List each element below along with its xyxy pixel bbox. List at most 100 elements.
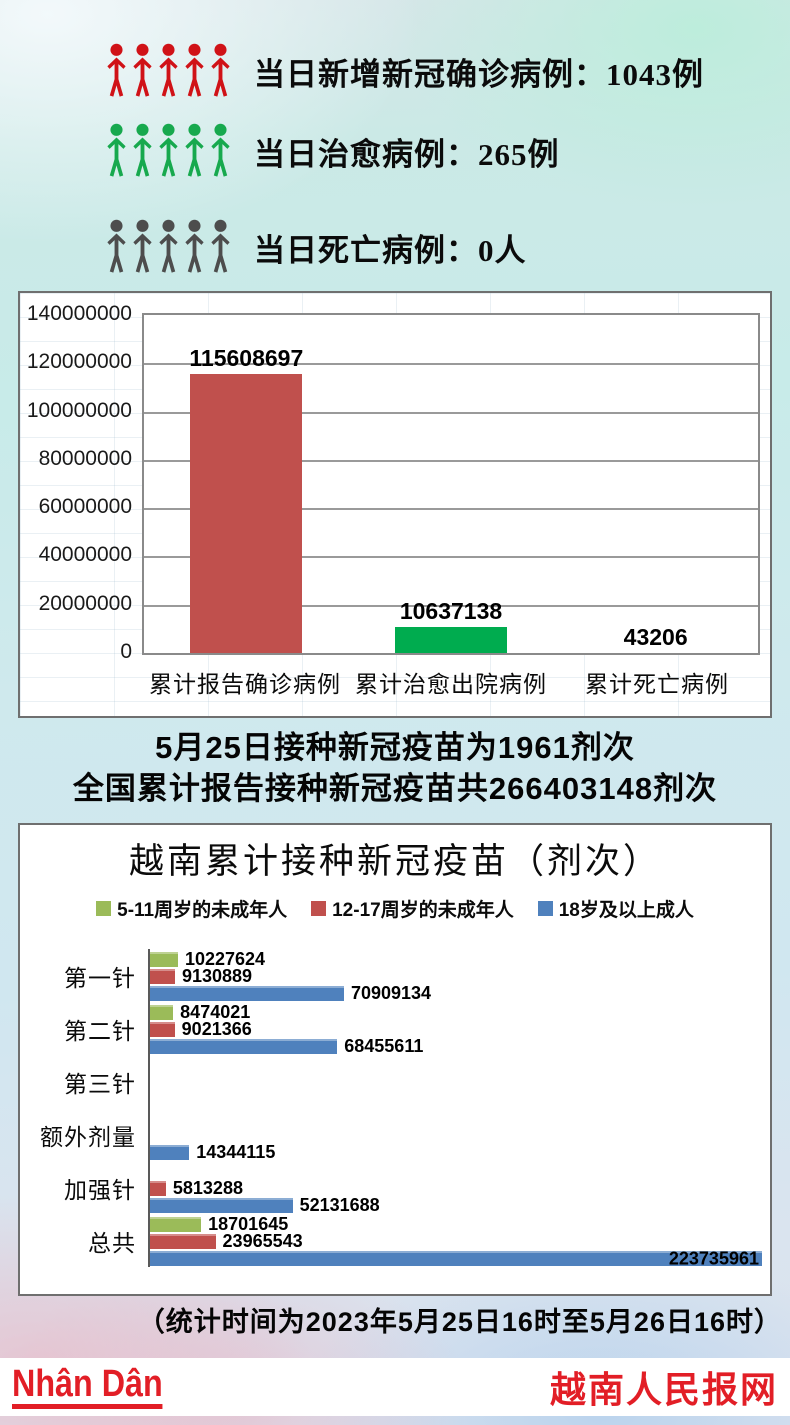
person-icons-red [104,42,234,100]
person-icon [211,219,230,273]
chart2-bar-value: 9130889 [181,966,253,986]
chart1-gridline [144,411,758,414]
chart1-gridline [144,556,758,559]
chart2-bar-value: 8474021 [180,1002,251,1022]
vaccination-headline: 5月25日接种新冠疫苗为1961剂次 全国累计报告接种新冠疫苗共26640314… [0,727,790,809]
chart2-bar-slot: 18701645 [150,1214,762,1234]
chart2-category-row: 额外剂量 14344115 [20,1108,770,1162]
person-icons-green [104,122,234,180]
chart2-bar-slot [150,1057,762,1074]
person-icon [185,123,204,177]
cumulative-cases-chart-panel: 140000000 120000000 100000000 80000000 60000… [18,291,772,718]
legend-swatch-icon [537,900,553,916]
person-icon [159,219,178,273]
chart2-rows: 第一针 10227624 9130889 70909134 第二针 8474021 9021… [20,949,770,1268]
person-icon [107,219,126,273]
chart2-bar-slot: 9021366 [150,1019,762,1039]
chart1-bar [190,373,303,653]
chart2-bar-value: 10227624 [184,949,266,969]
chart2-bar-slot: 23965543 [150,1231,762,1251]
chart2-bar-slot: 5813288 [150,1178,762,1198]
chart2-bar-slot: 70909134 [150,983,762,1003]
stat-label-new-cases: 当日新增新冠确诊病例：1043例 [254,56,704,92]
chart2-bar [150,1217,202,1232]
chart2-legend-item: 12-17周岁的未成年人 [311,895,514,922]
chart2-bars-area: 14344115 [148,1108,762,1162]
chart1-plot-area: 115608697 10637138 43206 [142,313,760,655]
stats-period-footnote: （统计时间为2023年5月25日16时至5月26日16时） [137,1307,782,1337]
chart1-bar [395,627,507,653]
chart2-bar-slot: 52131688 [150,1195,762,1215]
person-icon [211,43,230,97]
chart1-y-axis: 140000000 120000000 100000000 80000000 60000… [20,303,132,663]
chart2-bar [150,1039,338,1054]
chart2-bars-area: 10227624 9130889 70909134 [148,949,762,1003]
chart2-category-row: 第一针 10227624 9130889 70909134 [20,949,770,1003]
chart2-bar-value: 18701645 [208,1214,289,1234]
chart1-y-tick-label: 120000000 [26,350,132,374]
chart2-bar-slot [150,1091,762,1108]
chart2-bar-value: 223735961 [668,1248,759,1268]
chart2-category-label: 加强针 [64,1177,136,1203]
chart2-legend-item: 18岁及以上成人 [537,895,694,922]
chart1-y-tick-label: 0 [120,640,132,663]
legend-swatch-icon [311,900,327,916]
vaccination-chart-panel: 越南累计接种新冠疫苗（剂次） 5-11周岁的未成年人 12-17周岁的未成年人 18… [18,823,772,1296]
site-name: 越南人民报网 [549,1369,778,1410]
chart1-y-tick-label: 80000000 [38,446,132,470]
person-icon [185,43,204,97]
person-icon [107,43,126,97]
stat-label-recovered: 当日治愈病例：265例 [254,136,560,172]
brand-bar: Nhân Dân 越南人民报网 [0,1358,790,1416]
chart1-x-axis-labels: 累计报告确诊病例 累计治愈出院病例 累计死亡病例 [142,665,760,699]
chart2-bar [150,986,344,1001]
chart2-title: 越南累计接种新冠疫苗（剂次） [128,842,661,881]
nhandan-logo: Nhân Dân [12,1365,163,1409]
chart2-bar [150,1234,216,1249]
chart1-y-tick-label: 100000000 [26,398,132,422]
chart1-gridline [144,459,758,462]
chart1-bar-value: 43206 [623,623,688,650]
chart2-bar [150,1005,174,1020]
chart2-category-label: 额外剂量 [40,1124,136,1150]
chart2-bars-area: 18701645 23965543 223735961 [148,1214,762,1268]
chart1-bar-value: 10637138 [399,598,503,625]
chart2-bar-slot: 9130889 [150,966,762,986]
chart2-bar-slot: 14344115 [150,1142,762,1162]
chart1-bar-value: 115608697 [189,344,304,371]
stat-row-new-cases: 当日新增新冠确诊病例：1043例 [104,42,704,100]
person-icon [159,123,178,177]
stat-label-deaths: 当日死亡病例：0人 [254,232,527,268]
chart1-category-label: 累计报告确诊病例 [149,672,341,697]
chart2-bar [150,952,178,967]
chart2-bar-value: 9021366 [181,1019,252,1039]
person-icon [211,123,230,177]
person-icon [133,43,152,97]
chart2-bar-slot [150,1074,762,1091]
chart1-y-tick-label: 40000000 [38,543,132,567]
person-icon [107,123,126,177]
chart2-bar-value: 70909134 [350,983,432,1003]
legend-swatch-icon [96,900,112,916]
chart2-bar [150,1181,166,1196]
chart1-y-tick-label: 60000000 [38,495,132,519]
chart2-category-row: 第二针 8474021 9021366 68455611 [20,1002,770,1056]
chart2-category-label: 总共 [88,1230,136,1256]
chart2-bars-area: 5813288 52131688 [148,1161,762,1215]
chart2-bar-value: 52131688 [299,1195,380,1215]
chart2-legend: 5-11周岁的未成年人 12-17周岁的未成年人 18岁及以上成人 [20,895,770,922]
chart2-category-row: 总共 18701645 23965543 223735961 [20,1214,770,1268]
chart2-category-label: 第一针 [64,965,136,991]
legend-label: 18岁及以上成人 [558,899,694,921]
chart2-category-row: 加强针 5813288 52131688 [20,1161,770,1215]
stat-row-deaths: 当日死亡病例：0人 [104,218,527,276]
chart1-gridline [144,363,758,366]
person-icon [133,123,152,177]
chart2-bars-area [148,1055,762,1108]
person-icons-gray [104,218,234,276]
chart2-bar [150,1198,293,1213]
chart2-bar-slot [150,1110,762,1127]
legend-label: 5-11周岁的未成年人 [117,899,288,921]
chart2-bar-slot: 10227624 [150,949,762,969]
